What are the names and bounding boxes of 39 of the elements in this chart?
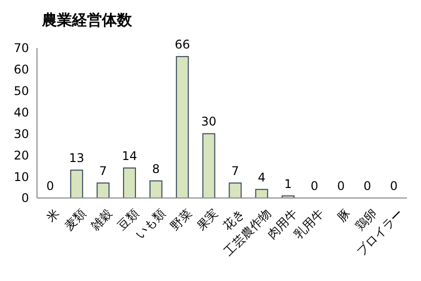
y-tick-label: 40 xyxy=(14,105,29,120)
data-label: 14 xyxy=(122,149,138,163)
x-tick-label: 果実 xyxy=(194,206,221,234)
data-label: 0 xyxy=(337,179,345,193)
bar xyxy=(228,182,242,198)
bar xyxy=(123,168,136,198)
y-tick-label: 50 xyxy=(14,84,29,98)
data-label: 13 xyxy=(69,151,84,166)
y-tick-label: 30 xyxy=(14,126,29,141)
data-label: 7 xyxy=(231,164,240,178)
data-label: 7 xyxy=(99,164,107,178)
y-tick-label: 0 xyxy=(21,191,29,206)
data-label: 0 xyxy=(390,179,398,193)
x-tick-label: 米 xyxy=(44,206,62,225)
x-tick-label: 麦類 xyxy=(62,206,89,234)
data-label: 8 xyxy=(152,162,160,176)
bar xyxy=(255,188,268,198)
data-label: 30 xyxy=(201,114,216,129)
bar xyxy=(96,182,110,198)
bar xyxy=(149,180,162,198)
bar xyxy=(70,170,84,198)
data-label: 0 xyxy=(364,179,372,193)
x-tick-label: 鶏卵 xyxy=(352,206,380,234)
data-label: 66 xyxy=(174,38,190,52)
bar xyxy=(176,56,189,198)
data-label: 4 xyxy=(258,170,266,184)
y-tick-label: 70 xyxy=(14,41,29,56)
x-tick-label: 豚 xyxy=(334,206,353,225)
chart-title: 農業経営体数 xyxy=(41,11,133,29)
x-tick-label: 豆類 xyxy=(114,206,142,234)
y-tick-label: 20 xyxy=(14,148,29,162)
bar xyxy=(202,133,216,198)
data-label: 1 xyxy=(284,176,292,191)
y-tick-label: 10 xyxy=(14,170,29,184)
x-tick-label: 雑穀 xyxy=(88,206,116,234)
y-tick-label: 60 xyxy=(14,62,29,77)
x-tick-label: 野菜 xyxy=(168,206,194,234)
data-label: 0 xyxy=(46,179,54,193)
data-label: 0 xyxy=(310,179,318,193)
